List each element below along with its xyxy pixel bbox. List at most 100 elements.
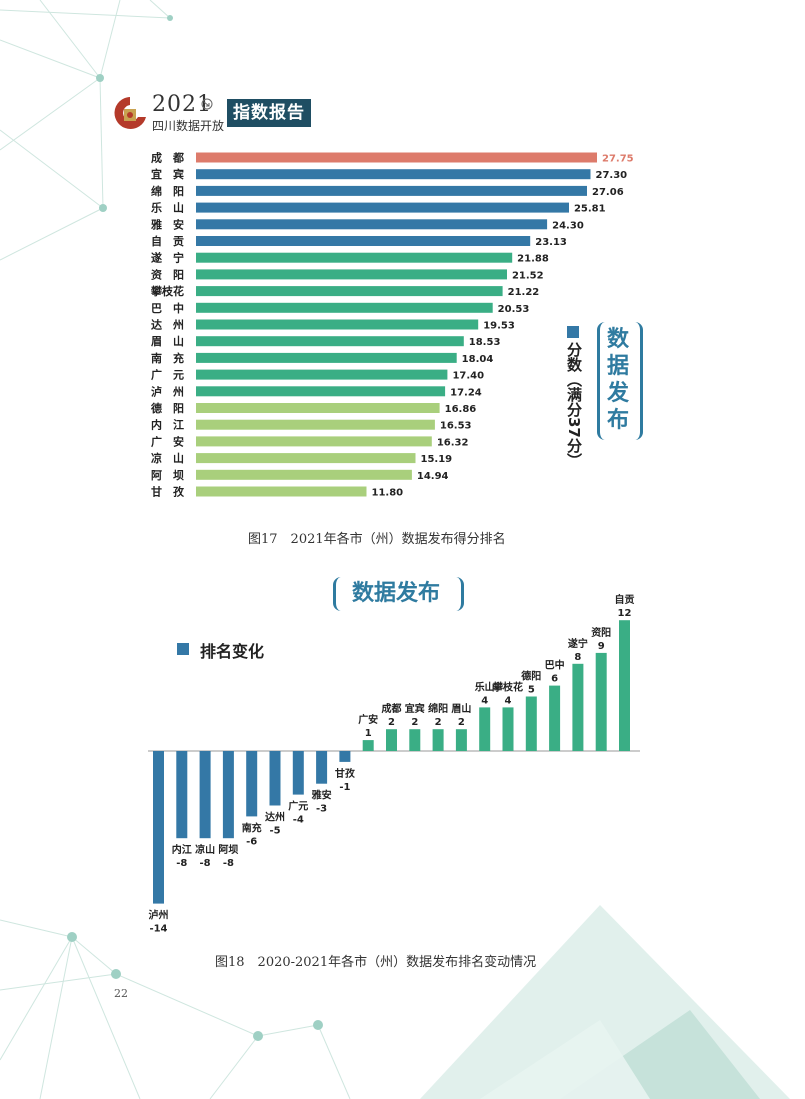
- bar: [196, 169, 591, 180]
- chart2-title: 数据发布: [351, 581, 440, 606]
- value-label: -1: [339, 782, 350, 793]
- category-label: 南 充: [151, 351, 184, 365]
- category-label: 德阳: [520, 670, 541, 683]
- bar: [196, 302, 493, 313]
- value-label: 9: [598, 641, 605, 652]
- value-label: 20.53: [498, 304, 530, 315]
- bar: [176, 751, 188, 839]
- value-label: -14: [149, 924, 167, 935]
- value-label: 18.04: [462, 354, 494, 365]
- value-label: 16.53: [440, 421, 472, 432]
- value-label: 21.88: [517, 254, 549, 265]
- value-label: 27.75: [602, 154, 634, 165]
- bar: [196, 386, 446, 397]
- value-label: 19.53: [483, 321, 515, 332]
- category-label: 阿 坝: [151, 468, 184, 482]
- category-label: 巴 中: [151, 301, 184, 315]
- value-label: -8: [223, 858, 234, 869]
- bar: [409, 729, 421, 751]
- category-label: 雅 安: [151, 217, 184, 231]
- bar: [196, 352, 457, 363]
- bar: [246, 751, 258, 817]
- chart1-title-frame: [597, 322, 643, 440]
- bar: [595, 652, 607, 751]
- bar: [196, 269, 507, 280]
- bar: [196, 453, 416, 464]
- bar: [339, 751, 351, 762]
- category-label: 资 阳: [151, 267, 184, 281]
- bar: [292, 751, 304, 795]
- bar: [196, 469, 412, 480]
- chart1-legend-label: 分数（满分37分）: [565, 342, 583, 468]
- value-label: 16.32: [437, 437, 469, 448]
- category-label: 成都: [382, 702, 402, 715]
- value-label: 5: [528, 685, 535, 696]
- bar: [572, 663, 584, 751]
- chart1-caption: 图17 2021年各市（州）数据发布得分排名: [248, 532, 506, 547]
- category-label: 乐 山: [151, 201, 184, 215]
- category-label: 广 安: [151, 434, 184, 448]
- bar: [196, 419, 435, 430]
- category-label: 达州: [265, 811, 285, 824]
- category-label: 凉 山: [151, 451, 184, 465]
- bar: [196, 486, 367, 497]
- category-label: 遂 宁: [151, 251, 184, 265]
- value-label: 21.52: [512, 270, 544, 281]
- category-label: 泸州: [149, 909, 169, 922]
- bar: [525, 696, 537, 751]
- report-label: 指数报告: [227, 99, 311, 127]
- value-label: 11.80: [372, 488, 404, 499]
- category-label: 内江: [172, 843, 192, 856]
- category-label: 德 阳: [150, 401, 184, 415]
- value-label: -3: [316, 804, 327, 815]
- category-label: 遂宁: [568, 637, 588, 650]
- category-label: 攀枝花: [150, 284, 184, 298]
- bar: [196, 252, 513, 263]
- value-label: 21.22: [508, 287, 540, 298]
- bar: [196, 236, 531, 246]
- value-label: 18.53: [469, 337, 501, 348]
- category-label: 眉 山: [151, 334, 184, 348]
- bar: [432, 729, 444, 751]
- category-label: 阿坝: [218, 843, 238, 856]
- bar: [199, 751, 211, 839]
- bar: [196, 286, 503, 297]
- score-ranking-chart: 成 都 27.75 宜 宾 27.30 绵 阳 27.06 乐 山 25.81 雅 安 24.30…: [150, 151, 634, 499]
- category-label: 宜宾: [405, 702, 425, 715]
- value-label: 4: [505, 695, 512, 706]
- category-label: 凉山: [195, 843, 215, 856]
- logo-icon: [114, 97, 146, 129]
- value-label: -8: [176, 858, 187, 869]
- bar: [479, 707, 491, 751]
- category-label: 绵 阳: [151, 184, 184, 198]
- value-label: 1: [365, 728, 372, 739]
- category-label: 达 州: [151, 318, 184, 332]
- category-label: 资阳: [591, 626, 611, 639]
- bar: [269, 751, 281, 806]
- category-label: 宜 宾: [151, 167, 184, 181]
- category-label: 广元: [288, 800, 308, 813]
- value-label: 16.86: [445, 404, 477, 415]
- category-label: 广安: [358, 713, 378, 726]
- chart1-legend-swatch: [567, 326, 579, 338]
- value-label: 17.24: [450, 387, 482, 398]
- value-label: 23.13: [535, 237, 567, 248]
- bar: [455, 729, 467, 751]
- value-label: -6: [246, 836, 257, 847]
- category-label: 成 都: [151, 151, 184, 165]
- bar: [386, 729, 397, 751]
- chart2-legend-swatch: [177, 643, 189, 655]
- chart2-legend-label: 排名变化: [200, 642, 265, 661]
- value-label: 2: [411, 717, 418, 728]
- value-label: 4: [481, 695, 488, 706]
- value-label: -8: [200, 858, 211, 869]
- value-label: 12: [618, 608, 632, 619]
- bar: [153, 751, 164, 904]
- category-label: 广 元: [151, 368, 184, 382]
- category-label: 绵阳: [428, 702, 448, 715]
- value-label: 17.40: [452, 371, 484, 382]
- value-label: -5: [269, 826, 280, 837]
- category-label: 自 贡: [151, 234, 184, 248]
- bar: [196, 319, 479, 330]
